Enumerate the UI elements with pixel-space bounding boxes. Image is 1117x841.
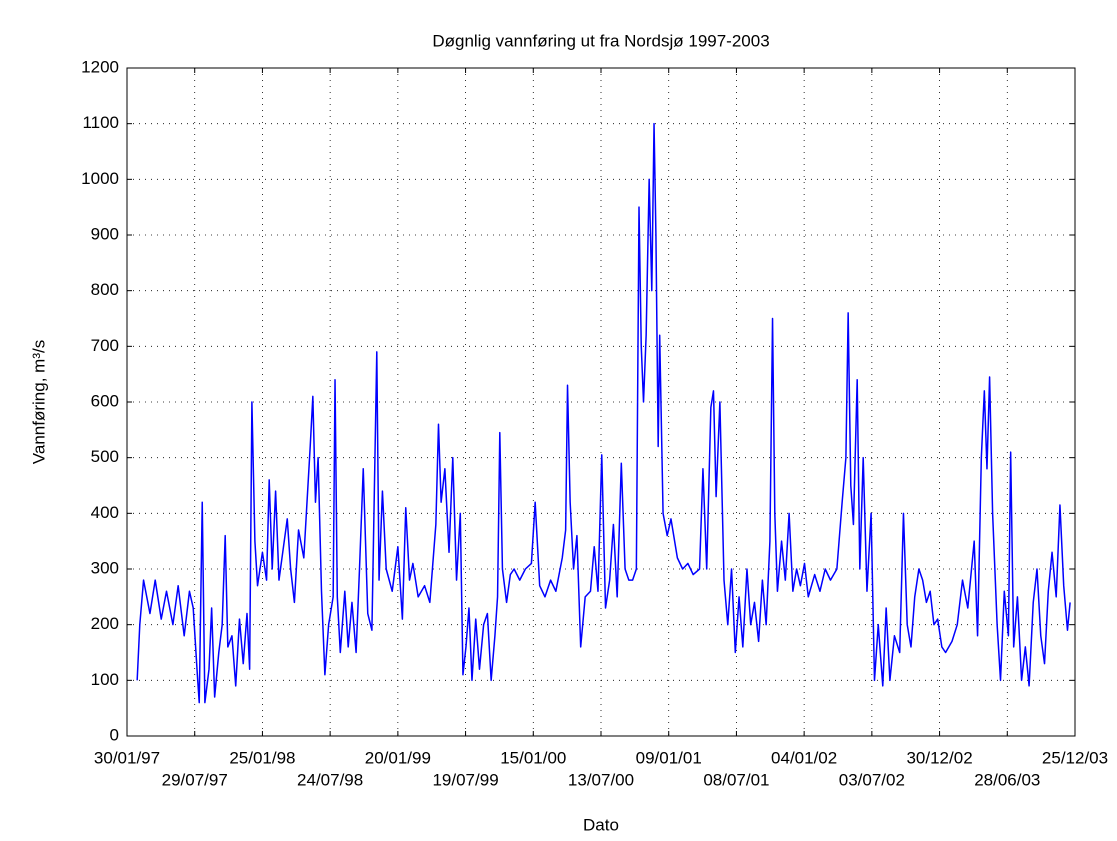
- y-tick-label: 1200: [81, 57, 119, 76]
- x-tick-label: 04/01/02: [771, 748, 837, 767]
- y-tick-label: 800: [91, 280, 119, 299]
- y-tick-label: 500: [91, 447, 119, 466]
- x-tick-label: 28/06/03: [974, 770, 1040, 789]
- x-axis-label: Dato: [583, 815, 619, 834]
- y-tick-label: 400: [91, 503, 119, 522]
- y-tick-label: 900: [91, 224, 119, 243]
- x-tick-label: 13/07/00: [568, 770, 634, 789]
- chart-title: Døgnlig vannføring ut fra Nordsjø 1997-2…: [432, 31, 769, 50]
- x-tick-label: 24/07/98: [297, 770, 363, 789]
- y-tick-label: 200: [91, 614, 119, 633]
- data-line: [136, 122, 1071, 704]
- y-tick-label: 1100: [82, 113, 119, 132]
- y-tick-label: 700: [91, 336, 119, 355]
- x-tick-label: 29/07/97: [162, 770, 228, 789]
- x-tick-label: 30/12/02: [906, 748, 972, 767]
- y-tick-label: 100: [91, 670, 119, 689]
- x-tick-label: 15/01/00: [500, 748, 566, 767]
- y-tick-label: 300: [91, 558, 119, 577]
- y-tick-label: 600: [91, 391, 119, 410]
- x-tick-label: 25/12/03: [1042, 748, 1108, 767]
- x-tick-label: 03/07/02: [839, 770, 905, 789]
- x-tick-label: 09/01/01: [636, 748, 702, 767]
- x-tick-label: 25/01/98: [229, 748, 295, 767]
- y-tick-label: 1000: [81, 169, 119, 188]
- y-axis-label: Vannføring, m³/s: [29, 340, 48, 464]
- x-tick-label: 20/01/99: [365, 748, 431, 767]
- plot-frame: [126, 67, 1076, 737]
- y-tick-label: 0: [110, 725, 119, 744]
- x-tick-label: 08/07/01: [703, 770, 769, 789]
- x-tick-label: 30/01/97: [94, 748, 160, 767]
- x-tick-label: 19/07/99: [432, 770, 498, 789]
